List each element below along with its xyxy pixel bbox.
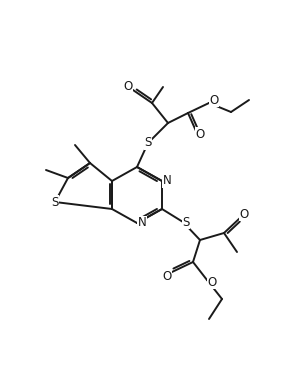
Text: S: S [51, 195, 59, 209]
Text: N: N [138, 217, 146, 229]
Text: N: N [163, 175, 171, 187]
Text: S: S [182, 216, 190, 228]
Text: O: O [239, 208, 249, 220]
Text: O: O [209, 93, 218, 107]
Text: O: O [208, 276, 217, 288]
Text: O: O [195, 127, 205, 141]
Text: O: O [162, 269, 172, 283]
Text: S: S [144, 137, 152, 149]
Text: O: O [123, 79, 133, 93]
